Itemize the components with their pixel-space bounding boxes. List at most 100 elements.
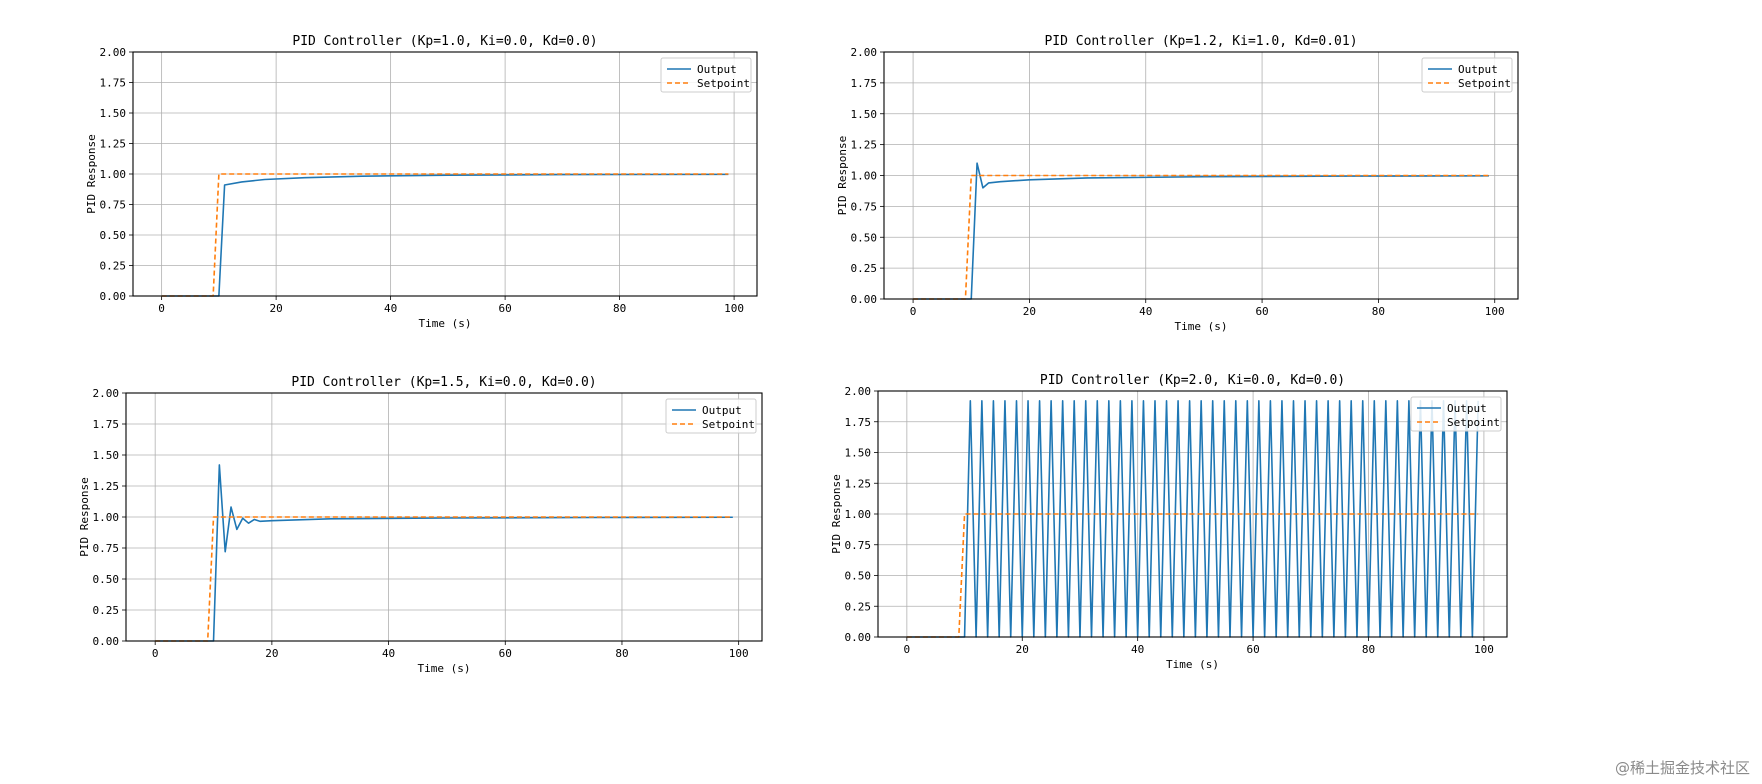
y-tick-label: 0.00 xyxy=(93,635,120,648)
y-tick-label: 1.50 xyxy=(100,107,127,120)
chart-pid-kp1: 0 20 40 60 80 100 0.00 0.25 0.50 0.75 1.00 1.25 1.50… xyxy=(85,34,758,330)
plot-frame xyxy=(132,51,758,297)
x-tick-label: 100 xyxy=(729,647,749,660)
y-tick-label: 1.25 xyxy=(100,138,127,151)
plot-area: 0 20 40 60 80 100 0.00 0.25 0.50 0.75 1.00 1.25 1.50… xyxy=(78,375,763,675)
y-tick-label: 0.75 xyxy=(100,199,127,212)
y-tick-label: 1.00 xyxy=(845,508,872,521)
x-tick-label: 100 xyxy=(1474,643,1494,656)
y-tick-label: 1.75 xyxy=(93,418,120,431)
y-tick-label: 0.75 xyxy=(851,200,878,213)
y-tick-label: 0.50 xyxy=(93,573,120,586)
x-tick-label: 20 xyxy=(1023,305,1036,318)
plot-frame xyxy=(125,392,763,642)
x-tick-label: 60 xyxy=(499,647,512,660)
x-tick-label: 100 xyxy=(1485,305,1505,318)
x-axis-label: Time (s) xyxy=(419,317,472,330)
plot-frame xyxy=(877,390,1508,638)
y-tick-label: 0.75 xyxy=(845,539,872,552)
legend-label-setpoint: Setpoint xyxy=(1458,77,1511,90)
y-tick-label: 0.00 xyxy=(100,290,127,303)
x-tick-label: 0 xyxy=(158,302,165,315)
y-tick-label: 0.50 xyxy=(851,231,878,244)
y-tick-label: 1.50 xyxy=(851,108,878,121)
plot-area: 0 20 40 60 80 100 0.00 0.25 0.50 0.75 1.00 1.25 1.50… xyxy=(830,373,1508,671)
y-tick-label: 1.50 xyxy=(845,447,872,460)
legend-label-output: Output xyxy=(1458,63,1498,76)
y-tick-label: 1.50 xyxy=(93,449,120,462)
chart-title: PID Controller (Kp=1.2, Ki=1.0, Kd=0.01) xyxy=(1044,34,1357,49)
y-axis-label: PID Response xyxy=(85,134,98,213)
y-tick-label: 1.75 xyxy=(100,77,127,90)
series-line-output xyxy=(906,400,1479,638)
series-line-output xyxy=(155,464,733,642)
y-tick-label: 0.00 xyxy=(851,293,878,306)
x-tick-label: 60 xyxy=(498,302,511,315)
series-line-output xyxy=(913,162,1489,300)
legend-label-setpoint: Setpoint xyxy=(702,418,755,431)
y-axis-label: PID Response xyxy=(78,477,91,556)
y-tick-label: 1.25 xyxy=(93,480,120,493)
plot-area: 0 20 40 60 80 100 0.00 0.25 0.50 0.75 1.00 1.25 1.50… xyxy=(836,34,1519,333)
y-tick-label: 0.25 xyxy=(93,604,120,617)
watermark: @稀土掘金技术社区 xyxy=(1614,759,1750,777)
y-tick-label: 0.25 xyxy=(100,260,127,273)
y-tick-label: 2.00 xyxy=(93,387,120,400)
x-axis-label: Time (s) xyxy=(1175,320,1228,333)
y-tick-label: 1.25 xyxy=(851,139,878,152)
x-axis-label: Time (s) xyxy=(418,662,471,675)
y-tick-label: 1.75 xyxy=(851,77,878,90)
y-axis-label: PID Response xyxy=(836,136,849,215)
x-tick-label: 60 xyxy=(1246,643,1259,656)
chart-pid-kp1-2: 0 20 40 60 80 100 0.00 0.25 0.50 0.75 1.00 1.25 1.50… xyxy=(836,34,1519,333)
chart-title: PID Controller (Kp=1.5, Ki=0.0, Kd=0.0) xyxy=(291,375,596,390)
y-tick-label: 2.00 xyxy=(845,385,872,398)
x-tick-label: 40 xyxy=(1131,643,1144,656)
x-tick-label: 0 xyxy=(904,643,911,656)
y-tick-label: 0.25 xyxy=(851,262,878,275)
x-tick-label: 80 xyxy=(1362,643,1375,656)
x-tick-label: 20 xyxy=(269,302,282,315)
y-tick-label: 0.50 xyxy=(100,229,127,242)
y-tick-label: 1.25 xyxy=(845,477,872,490)
y-tick-label: 1.00 xyxy=(100,168,127,181)
chart-title: PID Controller (Kp=2.0, Ki=0.0, Kd=0.0) xyxy=(1040,373,1345,388)
y-tick-label: 1.00 xyxy=(93,511,120,524)
x-tick-label: 60 xyxy=(1255,305,1268,318)
legend-label-setpoint: Setpoint xyxy=(697,77,750,90)
plot-area: 0 20 40 60 80 100 0.00 0.25 0.50 0.75 1.00 1.25 1.50… xyxy=(85,34,758,330)
y-tick-label: 1.75 xyxy=(845,416,872,429)
x-tick-label: 80 xyxy=(1372,305,1385,318)
x-tick-label: 80 xyxy=(613,302,626,315)
legend-label-output: Output xyxy=(702,404,742,417)
y-tick-label: 0.00 xyxy=(845,631,872,644)
x-tick-label: 20 xyxy=(1016,643,1029,656)
y-tick-label: 2.00 xyxy=(851,46,878,59)
legend-label-output: Output xyxy=(697,63,737,76)
legend-label-output: Output xyxy=(1447,402,1487,415)
chart-pid-kp1-5: 0 20 40 60 80 100 0.00 0.25 0.50 0.75 1.00 1.25 1.50… xyxy=(78,375,763,675)
x-tick-label: 100 xyxy=(724,302,744,315)
chart-title: PID Controller (Kp=1.0, Ki=0.0, Kd=0.0) xyxy=(292,34,597,49)
plot-frame xyxy=(883,51,1519,300)
x-tick-label: 0 xyxy=(910,305,917,318)
y-tick-label: 0.50 xyxy=(845,570,872,583)
x-tick-label: 20 xyxy=(265,647,278,660)
y-tick-label: 2.00 xyxy=(100,46,127,59)
legend-label-setpoint: Setpoint xyxy=(1447,416,1500,429)
x-tick-label: 40 xyxy=(1139,305,1152,318)
chart-pid-kp2: 0 20 40 60 80 100 0.00 0.25 0.50 0.75 1.00 1.25 1.50… xyxy=(830,373,1508,671)
x-tick-label: 80 xyxy=(615,647,628,660)
x-tick-label: 0 xyxy=(152,647,159,660)
y-tick-label: 0.25 xyxy=(845,600,872,613)
y-axis-label: PID Response xyxy=(830,474,843,553)
x-tick-label: 40 xyxy=(384,302,397,315)
x-axis-label: Time (s) xyxy=(1166,658,1219,671)
y-tick-label: 1.00 xyxy=(851,170,878,183)
y-tick-label: 0.75 xyxy=(93,542,120,555)
